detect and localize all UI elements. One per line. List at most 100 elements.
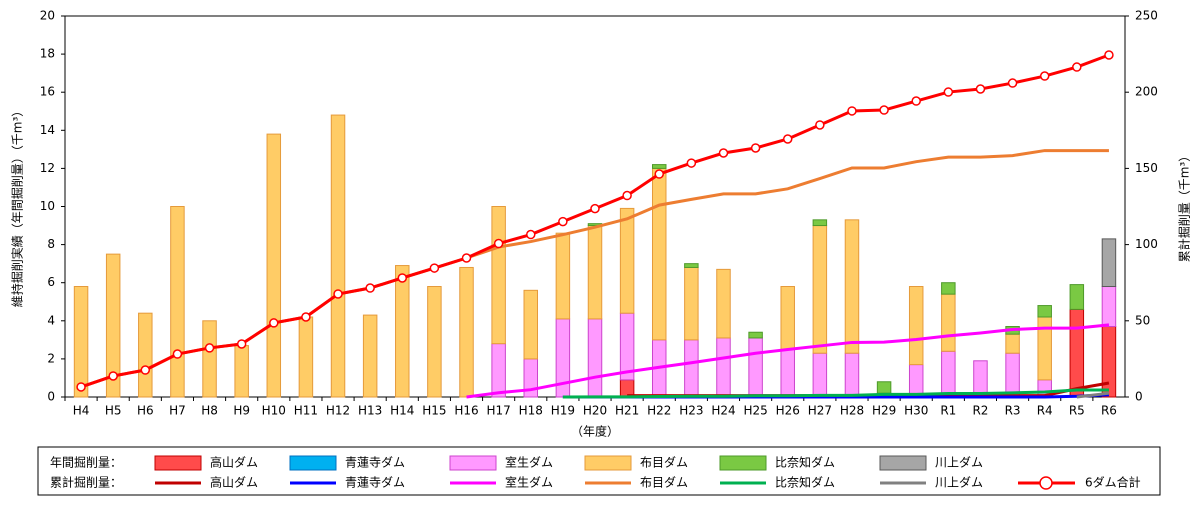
line-marker <box>461 253 472 263</box>
x-tick-label: H20 <box>583 404 607 418</box>
x-tick-label: H4 <box>73 404 90 418</box>
bar <box>1069 284 1085 310</box>
legend-label: 比奈知ダム <box>775 475 835 490</box>
line-marker <box>172 349 183 359</box>
line-marker <box>236 339 247 349</box>
bar <box>812 352 828 398</box>
bar <box>748 337 763 398</box>
bar <box>973 360 988 398</box>
legend-box <box>37 446 1161 496</box>
bar <box>555 232 571 320</box>
y-tick-label: 20 <box>40 9 55 23</box>
line-marker <box>815 120 825 130</box>
bar <box>1005 352 1020 398</box>
x-tick-label: H30 <box>904 404 928 418</box>
bar <box>619 207 635 314</box>
x-tick-label: H24 <box>711 404 735 418</box>
line-marker <box>526 229 536 240</box>
x-tick-label: H21 <box>615 404 639 418</box>
x-tick-label: H22 <box>647 404 671 418</box>
line-marker <box>1104 50 1114 60</box>
line-marker <box>558 216 568 227</box>
bar <box>587 225 603 320</box>
y2-tick-label: 150 <box>1135 161 1158 175</box>
line <box>562 388 1109 399</box>
bar <box>202 320 217 398</box>
x-tick-label: H19 <box>551 404 575 418</box>
y2-axis-title: 累計掘削量（千m³） <box>1177 150 1192 263</box>
bar <box>812 225 828 354</box>
x-tick-label: R6 <box>1101 404 1117 418</box>
bar <box>491 343 506 398</box>
bar <box>908 364 924 398</box>
bar <box>330 114 346 398</box>
x-tick-label: H29 <box>872 404 896 418</box>
line-marker <box>108 371 118 381</box>
line-marker <box>782 134 793 144</box>
legend-swatch <box>719 455 767 471</box>
line-marker <box>493 238 504 249</box>
bar <box>716 268 731 339</box>
y-tick-label: 14 <box>40 123 55 137</box>
legend-label: 布目ダム <box>640 455 688 470</box>
y-tick-label: 4 <box>47 313 55 327</box>
legend-swatch <box>584 455 632 471</box>
bar <box>1101 238 1117 288</box>
x-tick-label: H12 <box>326 404 350 418</box>
bar <box>234 345 249 398</box>
line-marker <box>333 289 343 299</box>
line-marker <box>590 203 600 214</box>
line-marker <box>686 158 697 168</box>
line-marker <box>718 148 729 158</box>
legend-label: 6ダム合計 <box>1085 475 1141 490</box>
bar <box>395 265 410 398</box>
bar <box>523 289 539 360</box>
x-tick-label: H27 <box>808 404 832 418</box>
line-marker <box>429 263 440 273</box>
line-marker <box>140 365 151 375</box>
legend-label: 布目ダム <box>640 475 688 490</box>
legend-swatch <box>879 455 927 471</box>
legend-label: 室生ダム <box>505 455 553 470</box>
legend-label: 川上ダム <box>935 475 983 490</box>
x-tick-label: H13 <box>358 404 382 418</box>
y-tick-label: 18 <box>40 47 55 61</box>
line-marker <box>301 312 311 322</box>
x-tick-label: R1 <box>940 404 956 418</box>
line-marker <box>654 169 664 179</box>
legend-label: 高山ダム <box>210 475 258 490</box>
legend-swatch <box>1039 476 1053 490</box>
bar <box>138 312 153 398</box>
x-tick-label: H8 <box>201 404 218 418</box>
bar <box>1101 326 1117 398</box>
bar <box>105 253 121 398</box>
y2-tick-label: 0 <box>1135 390 1143 404</box>
bar <box>684 339 699 398</box>
x-tick-label: H9 <box>233 404 250 418</box>
bar <box>780 286 795 350</box>
line-marker <box>1072 62 1082 72</box>
line <box>1076 391 1110 399</box>
line-marker <box>76 382 86 392</box>
bar <box>1005 333 1020 354</box>
bar <box>170 206 185 398</box>
line-marker <box>204 343 215 353</box>
bar <box>491 206 506 345</box>
line-marker <box>269 318 279 328</box>
x-tick-label: H6 <box>137 404 154 418</box>
legend-swatch <box>449 455 497 471</box>
x-tick-label: H14 <box>390 404 414 418</box>
line-marker <box>1007 78 1018 88</box>
x-tick-label: H25 <box>743 404 767 418</box>
bar <box>651 164 667 169</box>
bar <box>266 133 282 398</box>
y-tick-label: 16 <box>40 85 55 99</box>
line-marker <box>365 283 375 293</box>
bar <box>73 286 89 398</box>
bar <box>844 352 860 398</box>
y2-tick-label: 250 <box>1135 9 1158 23</box>
bar <box>1037 305 1052 318</box>
x-tick-label: H11 <box>294 404 318 418</box>
legend-title: 累計掘削量： <box>50 475 122 490</box>
